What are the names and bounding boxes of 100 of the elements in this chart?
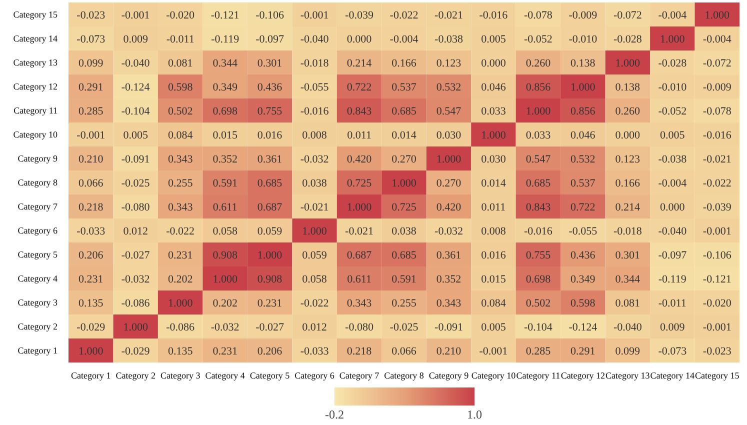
data-label: 0.138: [615, 82, 641, 94]
data-label: 0.547: [436, 106, 462, 118]
data-label: 0.502: [168, 106, 193, 118]
data-label: 0.099: [615, 346, 641, 358]
data-label: 0.210: [436, 346, 462, 358]
data-label: -0.052: [524, 34, 552, 46]
x-tick-label: Category 7: [339, 370, 380, 380]
data-label: -0.016: [300, 106, 330, 118]
data-label: 1.000: [481, 130, 506, 142]
data-label: -0.025: [390, 322, 419, 334]
data-label: -0.022: [390, 10, 418, 22]
data-label: 0.532: [570, 154, 596, 166]
data-label: 0.856: [526, 82, 552, 94]
x-tick-label: Category 3: [160, 370, 201, 380]
data-label: 0.285: [526, 346, 552, 358]
data-label: 0.059: [257, 226, 283, 238]
data-label: 0.009: [660, 322, 686, 334]
x-tick-label: Category 1: [70, 370, 111, 380]
data-label: -0.106: [256, 10, 285, 22]
data-label: 0.005: [660, 130, 686, 142]
data-label: 0.058: [302, 274, 328, 286]
data-label: 0.349: [570, 274, 596, 286]
data-label: 0.755: [526, 250, 552, 262]
data-label: 0.135: [78, 298, 104, 310]
data-label: 0.698: [212, 106, 238, 118]
data-label: 0.343: [168, 202, 194, 214]
y-tick-label: Category 7: [18, 202, 58, 212]
data-label: -0.038: [434, 34, 464, 46]
data-label: 0.343: [168, 154, 194, 166]
data-label: 0.011: [347, 130, 372, 142]
data-label: -0.073: [76, 34, 106, 46]
data-label: 0.537: [570, 178, 596, 190]
data-label: 0.046: [481, 82, 506, 94]
data-label: 1.000: [302, 226, 328, 238]
data-label: 0.361: [257, 154, 282, 166]
data-label: 0.255: [168, 178, 194, 190]
data-label: 0.685: [392, 250, 417, 262]
data-label: -0.016: [524, 226, 553, 238]
data-label: -0.010: [568, 34, 598, 46]
y-tick-label: Category 2: [18, 322, 58, 332]
data-label: 1.000: [660, 34, 686, 46]
data-label: -0.001: [76, 130, 106, 142]
data-label: -0.001: [702, 226, 732, 238]
data-label: 0.260: [615, 106, 641, 118]
data-label: -0.010: [658, 82, 688, 94]
data-label: -0.124: [121, 82, 150, 94]
data-label: -0.119: [658, 274, 687, 286]
data-label: -0.025: [121, 178, 150, 190]
data-label: 0.138: [570, 58, 596, 70]
data-label: -0.033: [76, 226, 106, 238]
data-label: -0.027: [256, 322, 285, 334]
color-bar-label: 1.0: [467, 408, 482, 422]
data-label: -0.032: [434, 226, 463, 238]
data-label: 1.000: [257, 250, 283, 262]
x-tick-label: Category 11: [516, 370, 560, 380]
data-label: -0.091: [121, 154, 150, 166]
data-label: -0.040: [300, 34, 330, 46]
data-label: 0.135: [168, 346, 194, 358]
data-label: 0.231: [78, 274, 104, 286]
data-label: -0.004: [702, 34, 732, 46]
data-label: 1.000: [78, 346, 104, 358]
data-label: -0.119: [211, 34, 240, 46]
data-label: -0.039: [345, 10, 374, 22]
data-label: 0.202: [168, 274, 193, 286]
data-label: 0.687: [257, 202, 283, 214]
data-label: 0.218: [346, 346, 372, 358]
y-tick-label: Category 9: [18, 154, 58, 164]
data-label: -0.072: [702, 58, 732, 70]
data-label: -0.018: [300, 58, 330, 70]
data-label: -0.009: [568, 10, 598, 22]
data-label: 1.000: [212, 274, 238, 286]
data-label: 0.066: [78, 178, 104, 190]
data-label: 0.591: [212, 178, 238, 190]
data-label: 0.011: [481, 202, 506, 214]
data-label: 0.210: [78, 154, 104, 166]
y-tick-label: Category 13: [13, 58, 58, 68]
data-label: -0.009: [702, 82, 732, 94]
data-label: 0.698: [526, 274, 552, 286]
x-tick-label: Category 15: [695, 370, 740, 380]
data-label: 0.598: [168, 82, 194, 94]
data-label: -0.020: [702, 298, 732, 310]
data-label: -0.004: [658, 178, 688, 190]
data-label: 0.166: [615, 178, 641, 190]
data-label: -0.027: [121, 250, 150, 262]
data-label: 0.270: [392, 154, 417, 166]
data-label: -0.022: [702, 178, 732, 190]
data-label: 0.420: [346, 154, 372, 166]
data-label: 0.908: [212, 250, 238, 262]
data-label: -0.073: [658, 346, 688, 358]
data-label: 0.033: [481, 106, 506, 118]
data-label: 0.502: [526, 298, 551, 310]
data-label: 0.005: [481, 322, 506, 334]
data-label: -0.104: [524, 322, 553, 334]
data-label: -0.106: [702, 250, 732, 262]
data-label: 0.014: [392, 130, 417, 142]
data-label: -0.021: [702, 154, 732, 166]
data-label: 0.537: [392, 82, 417, 94]
data-label: 0.166: [392, 58, 417, 70]
data-label: 0.436: [257, 82, 283, 94]
data-label: 0.009: [123, 34, 148, 46]
